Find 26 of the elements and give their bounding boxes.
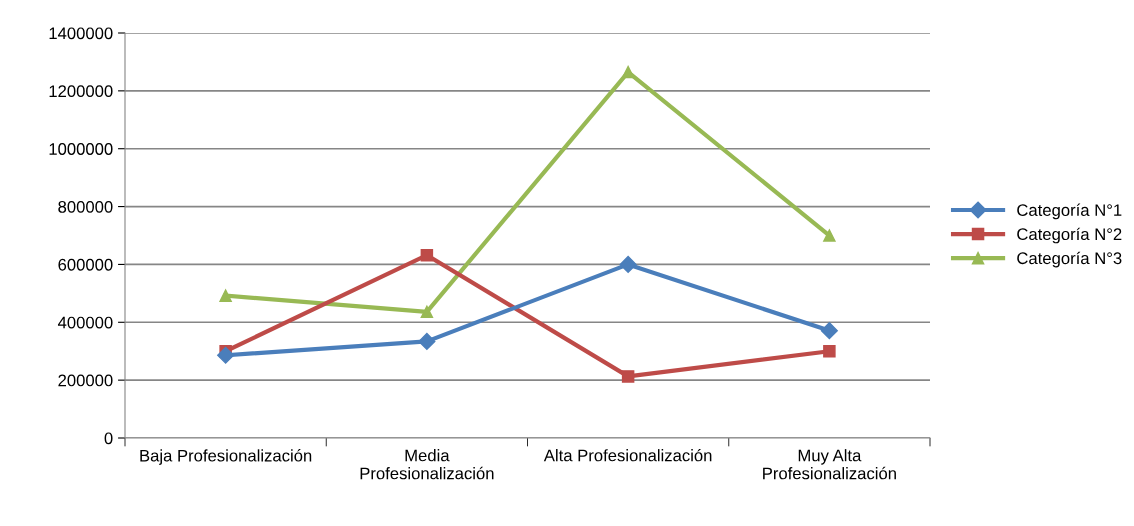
legend-label: Categoría N°3 [1017,251,1122,268]
point [217,346,235,364]
point [418,332,436,350]
point [823,344,836,358]
y-tick-label: 800000 [58,200,113,213]
x-tick-label: Media Profesionalización [360,449,494,480]
y-tick-label: 200000 [58,374,113,387]
x-tick-label: Baja Profesionalización [140,449,312,465]
point [219,289,232,302]
y-tick-label: 1000000 [49,143,113,155]
legend-label: Categoría N°1 [1017,203,1122,220]
point [621,65,635,79]
point [619,255,637,273]
y-tick-label: 0 [104,432,113,445]
point [420,305,434,319]
y-tick-label: 600000 [58,258,113,271]
y-tick-label: 1200000 [49,85,113,98]
point [420,248,434,262]
y-tick-label: 400000 [57,316,113,329]
legend-label: Categoría N°2 [1017,227,1122,244]
point [823,229,836,242]
point [820,322,838,340]
x-tick-label: Muy Alta Profesionalización [763,449,896,480]
y-tick-label: 1400000 [49,27,113,40]
x-tick-label: Alta Profesionalización [543,448,712,462]
point [621,370,635,383]
